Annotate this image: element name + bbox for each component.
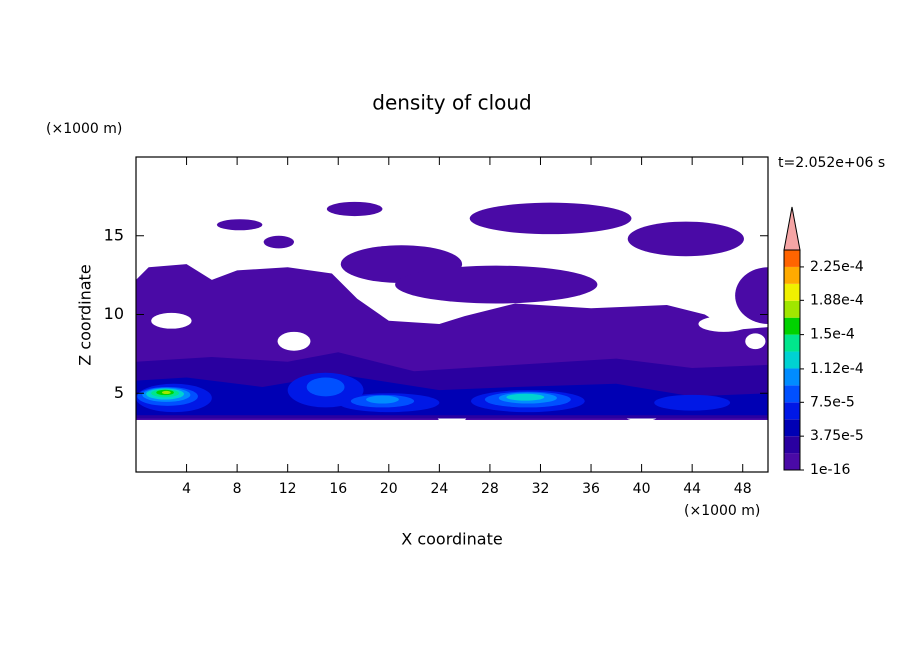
contour-gap	[698, 316, 750, 332]
x-tick-label: 8	[233, 481, 242, 497]
colorbar-segment	[784, 351, 800, 369]
colorbar-segment	[784, 317, 800, 335]
colorbar-segment	[784, 436, 800, 454]
contour-region	[506, 393, 545, 401]
contour-region	[627, 221, 744, 257]
colorbar-segment	[784, 368, 800, 386]
x-tick-label: 40	[633, 481, 651, 497]
colorbar-segment	[784, 266, 800, 284]
colorbar-frame	[783, 249, 801, 471]
colorbar-segment	[784, 250, 800, 267]
colorbar-segment	[784, 453, 800, 470]
chart-title: density of cloud	[372, 91, 531, 115]
contour-gap	[277, 331, 311, 351]
y-tick-label: 10	[104, 304, 124, 323]
contour-region	[469, 202, 632, 235]
x-tick-label: 36	[582, 481, 600, 497]
contour-region	[326, 201, 383, 217]
colorbar-tick-label: 1e-16	[810, 462, 850, 478]
contour-gap	[745, 333, 766, 350]
colorbar-segment	[784, 402, 800, 420]
contour-region	[306, 377, 345, 397]
contour-region	[366, 395, 399, 404]
time-label: t=2.052e+06 s	[778, 155, 885, 171]
colorbar-segment	[784, 419, 800, 437]
x-tick-label: 12	[279, 481, 297, 497]
y-tick-label: 5	[114, 383, 124, 402]
colorbar-segment	[784, 300, 800, 318]
colorbar-tick-label: 1.88e-4	[810, 292, 864, 308]
x-tick-label: 16	[329, 481, 347, 497]
colorbar-segment	[784, 334, 800, 352]
contour-region	[395, 265, 598, 304]
x-tick-label: 20	[380, 481, 398, 497]
x-tick-label: 44	[683, 481, 701, 497]
contour-field	[136, 201, 768, 425]
colorbar-tick-label: 3.75e-5	[810, 428, 864, 444]
colorbar-tick-label: 7.5e-5	[810, 394, 855, 410]
contour-region	[216, 219, 263, 231]
y-axis-label: Z coordinate	[76, 264, 95, 365]
colorbar-segment	[784, 385, 800, 403]
contour-region	[161, 390, 171, 395]
x-tick-label: 48	[734, 481, 752, 497]
contour-region	[735, 267, 768, 324]
x-tick-label: 28	[481, 481, 499, 497]
contour-gap	[151, 312, 192, 329]
x-tick-label: 32	[532, 481, 550, 497]
x-tick-label: 4	[182, 481, 191, 497]
y-tick-label: 15	[104, 225, 124, 244]
y-unit: (×1000 m)	[46, 121, 122, 137]
colorbar-segment	[784, 283, 800, 301]
x-unit: (×1000 m)	[684, 503, 760, 519]
colorbar-tick-label: 2.25e-4	[810, 259, 864, 275]
contour-region	[654, 394, 731, 411]
x-tick-label: 24	[430, 481, 448, 497]
colorbar-tick-label: 1.5e-4	[810, 327, 855, 343]
contour-region	[263, 235, 294, 249]
colorbar-tick-label: 1.12e-4	[810, 361, 864, 377]
x-axis-label: X coordinate	[401, 530, 502, 549]
